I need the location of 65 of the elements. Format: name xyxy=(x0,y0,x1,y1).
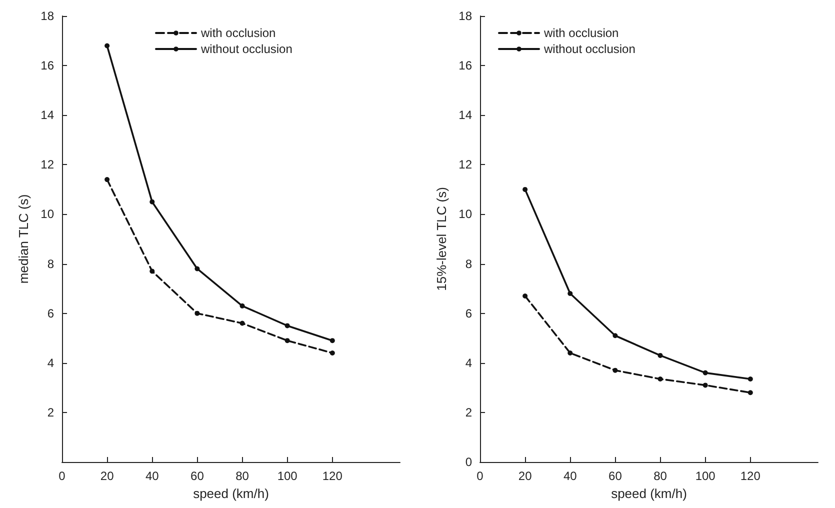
x-tick-label: 20 xyxy=(518,469,532,483)
point xyxy=(702,370,708,376)
y-tick-label: 14 xyxy=(458,108,472,122)
y-tick-label: 6 xyxy=(465,306,472,320)
y-tick-label: 16 xyxy=(458,58,472,73)
point xyxy=(748,390,753,396)
x-tick-label: 100 xyxy=(277,469,298,483)
y-tick-label: 12 xyxy=(40,158,54,172)
y-tick-label: 2 xyxy=(465,405,472,420)
x-tick-label: 20 xyxy=(100,469,114,483)
x-tick-label: 80 xyxy=(236,469,250,483)
x-tick-label: 120 xyxy=(322,469,343,483)
point xyxy=(194,266,200,272)
x-tick-label: 120 xyxy=(740,469,761,483)
legend-label: without occlusion xyxy=(543,42,636,56)
y-tick-label: 8 xyxy=(47,256,54,271)
y-tick-label: 0 xyxy=(465,455,472,469)
y-tick-label: 10 xyxy=(458,207,472,222)
point xyxy=(522,186,528,192)
point xyxy=(104,43,110,48)
x-tick-label: 0 xyxy=(58,469,66,483)
point xyxy=(284,338,290,344)
x-tick-label: 60 xyxy=(608,469,622,483)
x-tick-label: 100 xyxy=(695,469,716,483)
y-tick-label: 8 xyxy=(465,256,472,271)
y-tick-label: 18 xyxy=(458,9,472,23)
y-axis-title: median TLC (s) xyxy=(16,194,31,284)
y-tick-label: 12 xyxy=(458,158,472,172)
point xyxy=(748,376,753,382)
point xyxy=(702,382,708,388)
legend-label: with occlusion xyxy=(200,26,276,40)
point xyxy=(568,350,573,356)
legend-label: without occlusion xyxy=(200,42,292,56)
point xyxy=(104,177,110,182)
y-tick-label: 6 xyxy=(47,306,54,320)
x-tick-label: 80 xyxy=(654,469,668,483)
point xyxy=(612,368,618,373)
point xyxy=(658,352,663,358)
y-axis-title: 15%-level TLC (s) xyxy=(434,187,449,291)
point xyxy=(612,333,618,338)
y-tick-label: 14 xyxy=(40,108,54,122)
point xyxy=(150,268,155,274)
x-axis-title: speed (km/h) xyxy=(611,486,687,501)
point xyxy=(568,291,573,296)
legend-label: with occlusion xyxy=(543,26,619,40)
y-tick-label: 4 xyxy=(465,356,472,370)
y-tick-label: 18 xyxy=(40,9,54,23)
point xyxy=(330,350,335,356)
x-axis-title: speed (km/h) xyxy=(193,486,269,501)
point xyxy=(330,338,335,344)
point xyxy=(240,320,245,326)
x-tick-label: 0 xyxy=(476,469,484,483)
y-tick-label: 4 xyxy=(47,356,54,370)
point xyxy=(284,323,290,328)
x-tick-label: 40 xyxy=(563,469,578,483)
point xyxy=(522,293,528,298)
x-tick-label: 40 xyxy=(145,469,160,483)
point xyxy=(240,303,245,308)
point xyxy=(150,199,155,204)
y-tick-label: 2 xyxy=(47,405,54,420)
x-tick-label: 60 xyxy=(190,469,204,483)
y-tick-label: 16 xyxy=(40,58,54,73)
point xyxy=(658,376,663,382)
y-tick-label: 10 xyxy=(40,207,54,222)
point xyxy=(194,310,200,316)
